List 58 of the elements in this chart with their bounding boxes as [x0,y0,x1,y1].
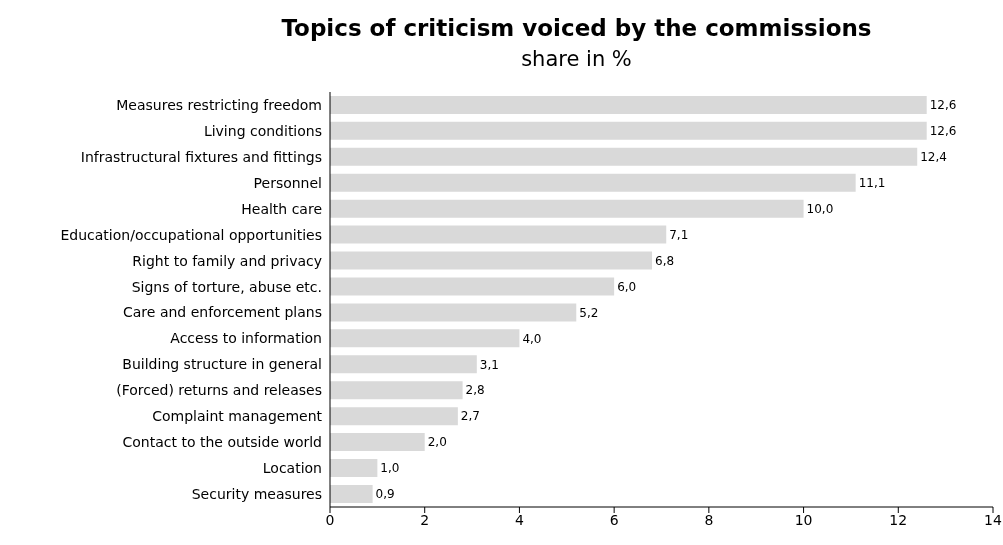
y-tick-label: Infrastructural fixtures and fittings [80,148,322,165]
y-tick-label: Personnel [253,174,322,191]
bar [330,459,378,478]
data-label: 12,6 [929,98,957,113]
data-label: 3,1 [479,357,499,372]
y-tick-label: Right to family and privacy [132,252,322,269]
y-tick-label: Health care [241,200,322,217]
y-tick-label: Security measures [191,486,322,502]
bar [330,407,458,426]
data-label: 6,8 [655,253,675,268]
x-tick-label: 0 [325,511,335,528]
x-tick-label: 10 [794,511,813,528]
bar [330,121,927,140]
data-label: 11,1 [858,175,886,190]
data-label: 0,9 [375,487,395,502]
data-label: 10,0 [806,201,834,216]
bar [330,225,667,244]
x-tick-label: 14 [984,511,1002,528]
data-label: 12,6 [929,124,957,139]
data-label: 2,7 [460,409,480,424]
data-label: 1,0 [380,461,400,476]
y-tick-label: Location [262,460,322,477]
data-label: 2,0 [427,435,447,450]
y-tick-label: Care and enforcement plans [123,304,322,321]
x-tick-label: 4 [514,511,524,528]
bar [330,329,520,348]
bar [330,381,463,400]
chart-subtitle: share in % [520,47,633,71]
bar [330,277,615,296]
data-label: 2,8 [465,383,485,398]
y-tick-label: Signs of torture, abuse etc. [131,278,322,295]
data-label: 5,2 [579,305,599,320]
data-label: 7,1 [669,227,689,242]
bar [330,199,804,218]
bar [330,355,477,374]
x-tick-label: 2 [420,511,430,528]
y-tick-label: (Forced) returns and releases [116,382,322,399]
bar [330,303,577,322]
bar [330,173,856,192]
x-tick-label: 6 [609,511,619,528]
y-tick-label: Measures restricting freedom [116,96,322,113]
bar [330,251,653,270]
data-label: 12,4 [920,150,947,165]
x-tick-label: 12 [889,511,908,528]
bar [330,484,373,503]
bar [330,433,425,452]
bar [330,95,927,114]
chart-title: Topics of criticism voiced by the commissions [280,15,873,41]
bar [330,147,918,166]
data-label: 6,0 [617,279,637,294]
y-tick-label: Access to information [170,330,322,347]
y-tick-label: Education/occupational opportunities [60,226,322,243]
x-tick-label: 8 [704,511,714,528]
data-label: 4,0 [522,331,542,346]
y-tick-label: Complaint management [152,408,323,425]
y-tick-label: Building structure in general [122,356,322,373]
y-tick-label: Living conditions [203,122,322,139]
y-tick-label: Contact to the outside world [122,434,322,451]
